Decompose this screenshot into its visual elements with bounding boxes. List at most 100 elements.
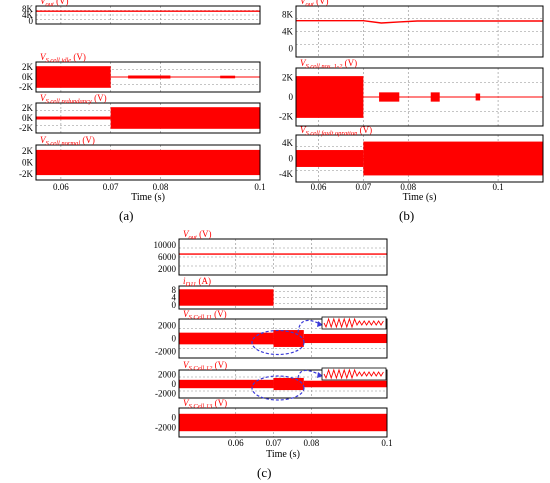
panel-title: VS cell fault opration (V) xyxy=(300,125,372,137)
caption-b: (b) xyxy=(399,208,415,223)
y-tick-label: -2000 xyxy=(155,422,176,432)
zoom-ellipse xyxy=(251,329,305,356)
zoom-inset-trace xyxy=(323,317,384,329)
panel: Vout (V) xyxy=(178,229,388,276)
zoom-arrowhead xyxy=(317,321,323,327)
subfigure-c: Vout (V) iD11 (A) VS Cell 11 (V) VS Cell 12… xyxy=(178,229,388,438)
caption-a: (a) xyxy=(119,208,134,223)
panel: Vout (V) xyxy=(295,0,544,58)
y-tick-label: 2K xyxy=(282,73,294,83)
y-tick-label: -2K xyxy=(279,111,293,121)
y-tick-label: 0K xyxy=(22,113,34,123)
subfigure-b: Vout (V) VS cell nos. 1-2 (V) VS cell faul… xyxy=(295,0,544,183)
signal-band xyxy=(179,289,274,306)
panel-title: iD11 (A) xyxy=(183,276,211,288)
x-tick-label: 0.1 xyxy=(254,182,265,192)
panel-title: VS cell idle (V) xyxy=(40,52,86,64)
x-tick-label: 0.06 xyxy=(311,182,327,192)
panel-frame xyxy=(295,67,544,127)
x-axis-label: Time (s) xyxy=(266,449,300,460)
y-tick-label: 4K xyxy=(22,10,34,20)
zoom-callout xyxy=(251,316,387,356)
y-tick-label: 2K xyxy=(22,103,34,113)
y-tick-label: 6000 xyxy=(158,252,177,262)
y-tick-label: 10000 xyxy=(154,240,177,250)
panel: VS cell normal (V) xyxy=(35,135,261,181)
panel-frame xyxy=(295,5,544,58)
y-tick-label: 0K xyxy=(22,72,34,82)
y-tick-label: -2K xyxy=(19,169,33,179)
panel-title: VS Cell 11 (V) xyxy=(183,309,227,321)
panel: VS cell fault opration (V) xyxy=(295,125,544,183)
panel: VS cell redundancy (V) xyxy=(35,93,261,134)
x-tick-label: 0.07 xyxy=(103,182,119,192)
panel: VS cell idle (V) xyxy=(35,52,261,93)
zoom-inset-trace xyxy=(323,368,384,380)
y-tick-label: 8 xyxy=(172,285,177,295)
panel: Vout (V) xyxy=(35,0,261,25)
y-tick-label: -2000 xyxy=(155,388,176,398)
panel-title: Vout (V) xyxy=(183,229,212,241)
y-tick-label: 2K xyxy=(22,62,34,72)
panel-frame xyxy=(178,407,388,438)
panel: VS cell nos. 1-2 (V) xyxy=(295,58,544,127)
y-tick-label: 2000 xyxy=(158,321,177,331)
x-tick-label: 0.1 xyxy=(381,438,392,448)
x-tick-label: 0.08 xyxy=(153,182,169,192)
y-tick-label: -2000 xyxy=(155,347,176,357)
signal-trace xyxy=(296,20,543,24)
y-tick-label: 4K xyxy=(282,138,294,148)
panel-title: Vout (V) xyxy=(40,0,69,8)
panel-title: VS cell redundancy (V) xyxy=(40,93,107,105)
zoom-ellipse xyxy=(251,375,305,401)
panel-title: Vout (V) xyxy=(300,0,329,8)
y-tick-label: -4K xyxy=(279,169,293,179)
panel-frame xyxy=(178,369,388,399)
panel-frame xyxy=(35,61,261,93)
subfigure-a: Vout (V) VS cell idle (V) VS cell redundan… xyxy=(35,0,261,181)
zoom-arrowhead xyxy=(317,372,323,378)
y-tick-label: 0K xyxy=(22,158,34,168)
y-tick-label: 0 xyxy=(172,413,177,423)
panel-frame xyxy=(178,285,388,310)
y-tick-label: 8K xyxy=(282,10,294,20)
panel: VS Cell 13 (V) xyxy=(178,398,388,438)
y-tick-label: 0 xyxy=(289,44,294,54)
y-tick-label: 2000 xyxy=(158,370,177,380)
panel-title: VS cell nos. 1-2 (V) xyxy=(300,58,357,70)
zoom-inset xyxy=(321,316,387,330)
y-tick-label: 2K xyxy=(22,146,34,156)
panel: iD11 (A) xyxy=(178,276,388,310)
zoom-inset xyxy=(321,367,387,381)
panel-title: VS Cell 12 (V) xyxy=(183,360,227,372)
panel-frame xyxy=(35,144,261,181)
zoom-callout xyxy=(251,367,387,401)
y-tick-label: 0 xyxy=(172,334,177,344)
panel-frame xyxy=(35,5,261,25)
x-axis-label: Time (s) xyxy=(403,192,437,203)
panel: VS Cell 11 (V) xyxy=(178,309,388,359)
panel-title: VS Cell 13 (V) xyxy=(183,398,227,410)
zoom-arrow xyxy=(297,319,323,333)
x-tick-label: 0.07 xyxy=(355,182,371,192)
caption-c: (c) xyxy=(257,465,272,480)
panel-title: VS cell normal (V) xyxy=(40,135,95,147)
panel-frame xyxy=(295,134,544,183)
y-tick-label: 0 xyxy=(172,300,177,310)
y-tick-label: 0 xyxy=(289,92,294,102)
y-tick-label: 4K xyxy=(282,27,294,37)
y-tick-label: -2K xyxy=(19,123,33,133)
x-tick-label: 0.08 xyxy=(303,438,319,448)
y-tick-label: 4 xyxy=(172,293,177,303)
panel-frame xyxy=(178,238,388,276)
x-tick-label: 0.06 xyxy=(53,182,69,192)
y-tick-label: -2K xyxy=(19,82,33,92)
y-tick-label: 0 xyxy=(172,379,177,389)
x-tick-label: 0.08 xyxy=(400,182,416,192)
panel-frame xyxy=(178,318,388,359)
y-tick-label: 8K xyxy=(22,4,34,14)
panel-frame xyxy=(35,102,261,134)
x-axis-label: Time (s) xyxy=(131,192,165,203)
y-tick-label: 0 xyxy=(29,16,34,26)
